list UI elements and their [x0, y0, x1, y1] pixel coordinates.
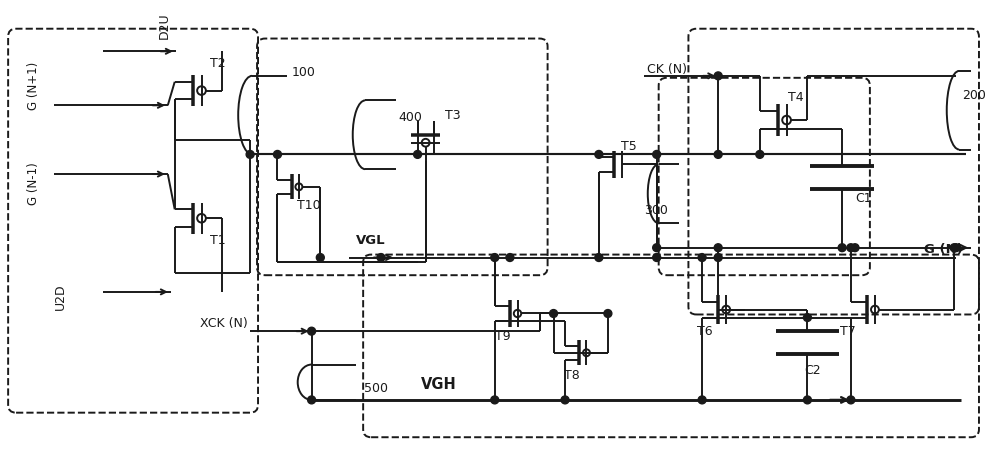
Circle shape — [377, 254, 385, 262]
Text: T6: T6 — [697, 325, 713, 338]
Circle shape — [604, 310, 612, 318]
Text: 200: 200 — [962, 89, 986, 102]
Text: CK (N): CK (N) — [647, 63, 687, 76]
Text: T8: T8 — [564, 369, 580, 382]
Text: U2D: U2D — [54, 283, 67, 310]
Circle shape — [550, 310, 558, 318]
Circle shape — [561, 396, 569, 404]
Circle shape — [714, 254, 722, 262]
Text: 500: 500 — [364, 382, 388, 394]
Circle shape — [698, 254, 706, 262]
Circle shape — [653, 150, 661, 158]
Circle shape — [595, 150, 603, 158]
Circle shape — [316, 254, 324, 262]
Text: T3: T3 — [445, 109, 461, 122]
Circle shape — [714, 150, 722, 158]
Circle shape — [714, 72, 722, 80]
Text: C2: C2 — [804, 364, 821, 377]
Text: VGL: VGL — [356, 234, 386, 247]
Circle shape — [838, 244, 846, 251]
Circle shape — [506, 254, 514, 262]
Text: 400: 400 — [399, 111, 423, 124]
Circle shape — [952, 244, 960, 251]
Text: G (N): G (N) — [924, 243, 963, 256]
Circle shape — [803, 396, 811, 404]
Circle shape — [698, 396, 706, 404]
Text: VGH: VGH — [421, 377, 456, 392]
Circle shape — [653, 254, 661, 262]
Text: T5: T5 — [621, 140, 637, 153]
Circle shape — [653, 244, 661, 251]
Text: 100: 100 — [292, 66, 316, 80]
Circle shape — [851, 244, 859, 251]
Text: T10: T10 — [297, 199, 320, 212]
Text: T7: T7 — [840, 325, 856, 338]
Circle shape — [491, 254, 499, 262]
Text: G (N+1): G (N+1) — [27, 62, 40, 110]
Text: 300: 300 — [644, 204, 668, 217]
Circle shape — [308, 396, 316, 404]
Text: T2: T2 — [210, 56, 226, 69]
Circle shape — [491, 396, 499, 404]
Circle shape — [847, 396, 855, 404]
Circle shape — [274, 150, 281, 158]
Circle shape — [803, 313, 811, 321]
Text: D2U: D2U — [158, 12, 171, 38]
Text: C1: C1 — [855, 192, 872, 205]
Circle shape — [950, 244, 958, 251]
Circle shape — [847, 244, 855, 251]
Text: T9: T9 — [495, 330, 511, 343]
Circle shape — [756, 150, 764, 158]
Circle shape — [714, 244, 722, 251]
Text: T4: T4 — [788, 91, 803, 104]
Circle shape — [308, 327, 316, 335]
Text: T1: T1 — [210, 234, 226, 247]
Text: XCK (N): XCK (N) — [200, 317, 247, 330]
Text: G (N-1): G (N-1) — [27, 163, 40, 205]
Circle shape — [246, 150, 254, 158]
Circle shape — [595, 254, 603, 262]
Circle shape — [414, 150, 422, 158]
